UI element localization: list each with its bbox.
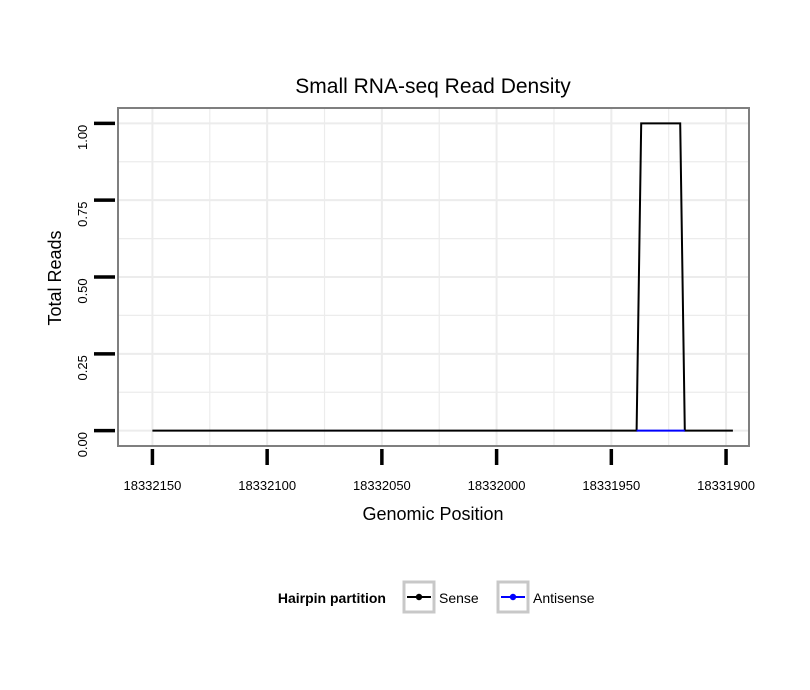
- x-tick-label: 18332050: [353, 478, 411, 493]
- y-axis-title: Total Reads: [45, 230, 65, 325]
- series-layer: [152, 122, 733, 432]
- x-axis: 18332150 18332100 18332050 18332000 18331950…: [123, 449, 755, 493]
- y-axis: 0.00 0.25 0.50 0.75 1.00: [75, 121, 115, 457]
- series-line-sense: [152, 122, 733, 432]
- legend-label-sense: Sense: [439, 590, 479, 606]
- y-tick-label: 0.25: [75, 355, 90, 380]
- x-tick-label: 18332000: [468, 478, 526, 493]
- plot-panel-border: [117, 107, 750, 447]
- legend-title: Hairpin partition: [278, 590, 386, 606]
- x-tick-label: 18331950: [582, 478, 640, 493]
- legend-key-point: [509, 593, 517, 601]
- chart-title: Small RNA-seq Read Density: [295, 75, 571, 98]
- x-axis-title: Genomic Position: [362, 504, 503, 524]
- grid: [118, 108, 749, 446]
- y-tick-label: 0.00: [75, 432, 90, 457]
- y-tick-label: 1.00: [75, 125, 90, 150]
- legend: Hairpin partition Sense Antisense: [278, 580, 595, 614]
- y-tick-label: 0.75: [75, 202, 90, 227]
- legend-key-point: [415, 593, 423, 601]
- x-tick-label: 18331900: [697, 478, 755, 493]
- y-tick-label: 0.50: [75, 278, 90, 303]
- legend-label-antisense: Antisense: [533, 590, 595, 606]
- x-tick-label: 18332150: [123, 478, 181, 493]
- x-tick-label: 18332100: [238, 478, 296, 493]
